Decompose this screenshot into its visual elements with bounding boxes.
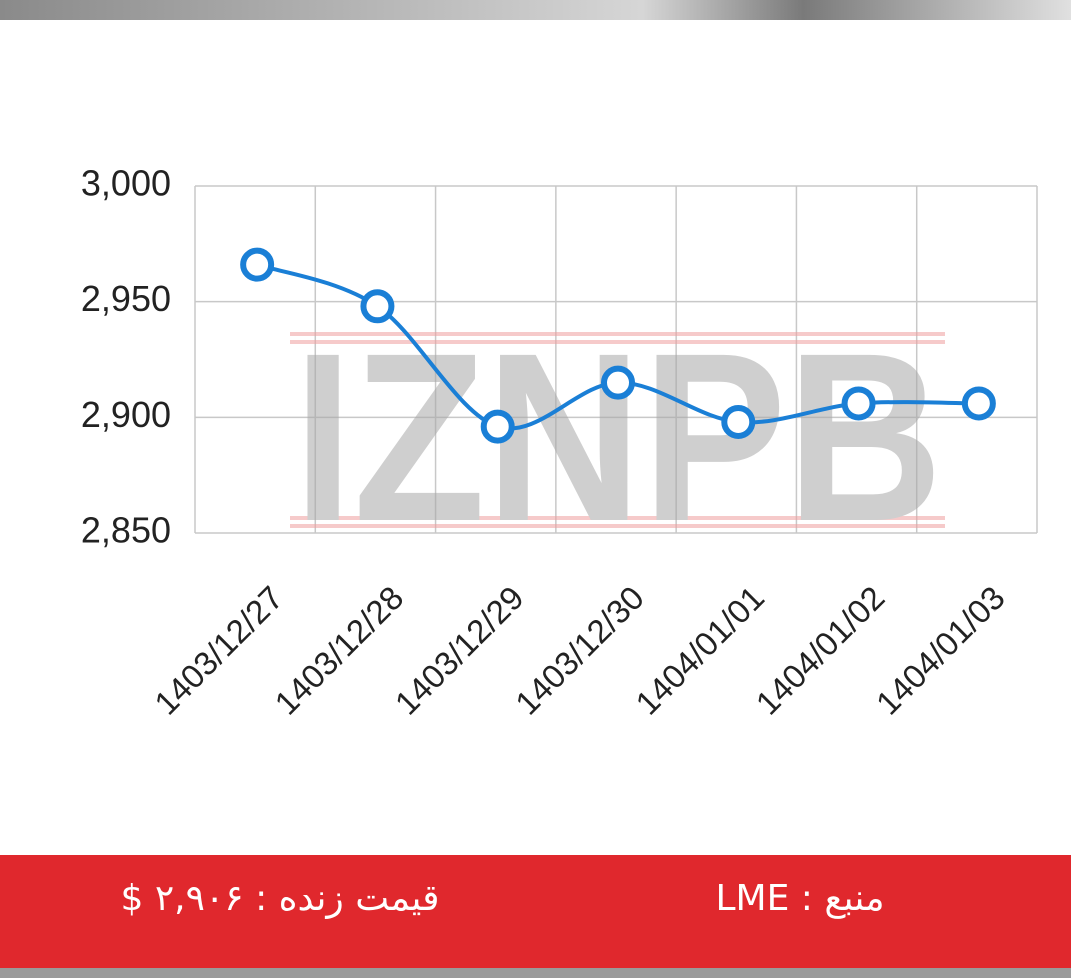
point: [480, 409, 515, 444]
x-tick-label: 1403/12/29: [388, 579, 531, 722]
y-tick-label: 3,000: [81, 163, 171, 204]
watermark: IZNPB: [290, 303, 945, 571]
bottom-strip: [0, 968, 1071, 978]
point: [240, 247, 275, 282]
plot: [194, 185, 1038, 534]
point: [601, 365, 635, 400]
y-tick-label: 2,900: [81, 394, 171, 435]
point: [841, 386, 876, 421]
footer-bar: [0, 855, 1071, 968]
top-strip: [0, 0, 1071, 20]
y-tick-label: 2,950: [81, 278, 171, 319]
x-tick-label: 1403/12/27: [147, 579, 290, 722]
x-tick-label: 1404/01/01: [628, 579, 771, 722]
live-price: قیمت زنده : ۲,۹۰۶ $: [120, 878, 439, 919]
point: [360, 289, 395, 324]
x-tick-label: 1403/12/28: [267, 579, 410, 722]
point: [721, 404, 756, 439]
x-tick-label: 1403/12/30: [508, 579, 651, 722]
watermark-text: IZNPB: [293, 303, 943, 571]
y-tick-label: 2,850: [81, 510, 171, 551]
point: [961, 386, 996, 421]
source: منبع : LME: [715, 878, 884, 919]
x-tick-label: 1404/01/02: [749, 579, 892, 722]
x-tick-label: 1404/01/03: [869, 579, 1012, 722]
